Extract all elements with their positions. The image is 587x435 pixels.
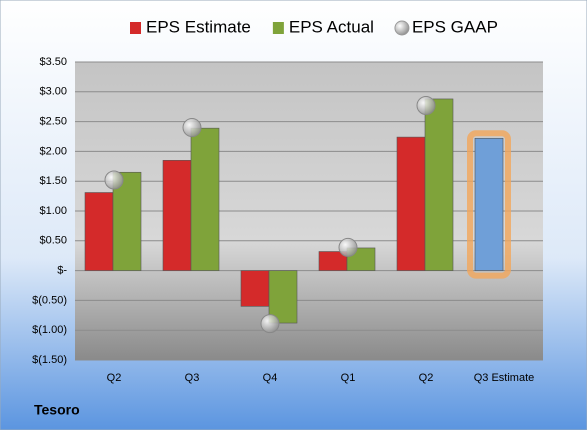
bar [240,270,270,307]
y-tick-label: $3.50 [39,56,67,68]
x-tick-label: Q1 [341,372,356,384]
x-tick-label: Q2 [107,372,122,384]
legend-marker [394,20,410,36]
chart-title: Tesoro [34,402,80,418]
bar [190,127,220,271]
y-tick-label: $1.00 [39,205,67,217]
gaap-marker [182,118,202,138]
y-tick-label: $(1.50) [32,354,67,366]
x-tick-label: Q3 Estimate [474,372,535,384]
bar [84,192,114,271]
legend-marker [130,22,141,34]
y-tick-label: $3.00 [39,86,67,98]
y-tick-label: $(0.50) [32,294,67,306]
bar [424,98,454,271]
gaap-marker [338,237,358,257]
gaap-marker [104,170,124,190]
legend-label: EPS GAAP [412,17,498,36]
legend-label: EPS Estimate [146,17,251,36]
x-tick-label: Q2 [419,372,434,384]
bar [474,137,504,271]
gaap-marker [260,314,280,334]
y-tick-label: $- [57,265,67,277]
y-tick-label: $2.00 [39,145,67,157]
legend-label: EPS Actual [289,17,374,36]
y-tick-label: $0.50 [39,235,67,247]
gaap-marker [416,96,436,116]
bar [162,160,192,271]
bar [268,270,298,324]
legend-marker [272,22,284,34]
highlight-glow [467,130,511,279]
bar [396,136,426,271]
x-tick-label: Q4 [263,372,278,384]
x-tick-label: Q3 [185,372,200,384]
y-tick-label: $1.50 [39,175,67,187]
y-tick-label: $(1.00) [32,324,67,336]
y-tick-label: $2.50 [39,116,67,128]
